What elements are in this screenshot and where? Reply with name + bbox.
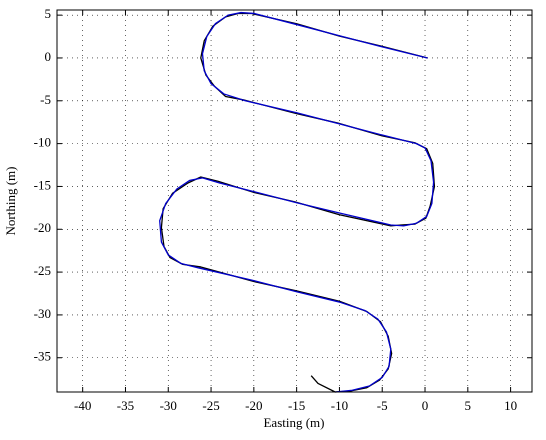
- x-tick-label: -10: [331, 398, 348, 413]
- y-axis-label: Northing (m): [3, 167, 18, 236]
- x-tick-label: -30: [160, 398, 177, 413]
- y-tick-label: 0: [45, 49, 52, 64]
- y-tick-label: -30: [34, 306, 51, 321]
- x-tick-label: -40: [74, 398, 91, 413]
- data-line: [159, 11, 435, 393]
- x-tick-label: -25: [202, 398, 219, 413]
- x-tick-label: -5: [377, 398, 388, 413]
- x-tick-label: 0: [422, 398, 429, 413]
- y-tick-label: -10: [34, 135, 51, 150]
- y-tick-label: -35: [34, 349, 51, 364]
- x-tick-label: -35: [117, 398, 134, 413]
- y-tick-label: -15: [34, 177, 51, 192]
- y-tick-label: -25: [34, 263, 51, 278]
- plot-frame: [56, 9, 533, 393]
- y-tick-label: -5: [40, 92, 51, 107]
- x-tick-label: 5: [465, 398, 472, 413]
- y-tick-label: -20: [34, 220, 51, 235]
- x-tick-label: 10: [504, 398, 517, 413]
- x-tick-label: -20: [245, 398, 262, 413]
- y-tick-label: 5: [45, 6, 52, 21]
- x-axis-label: Easting (m): [263, 415, 324, 430]
- x-tick-label: -15: [288, 398, 305, 413]
